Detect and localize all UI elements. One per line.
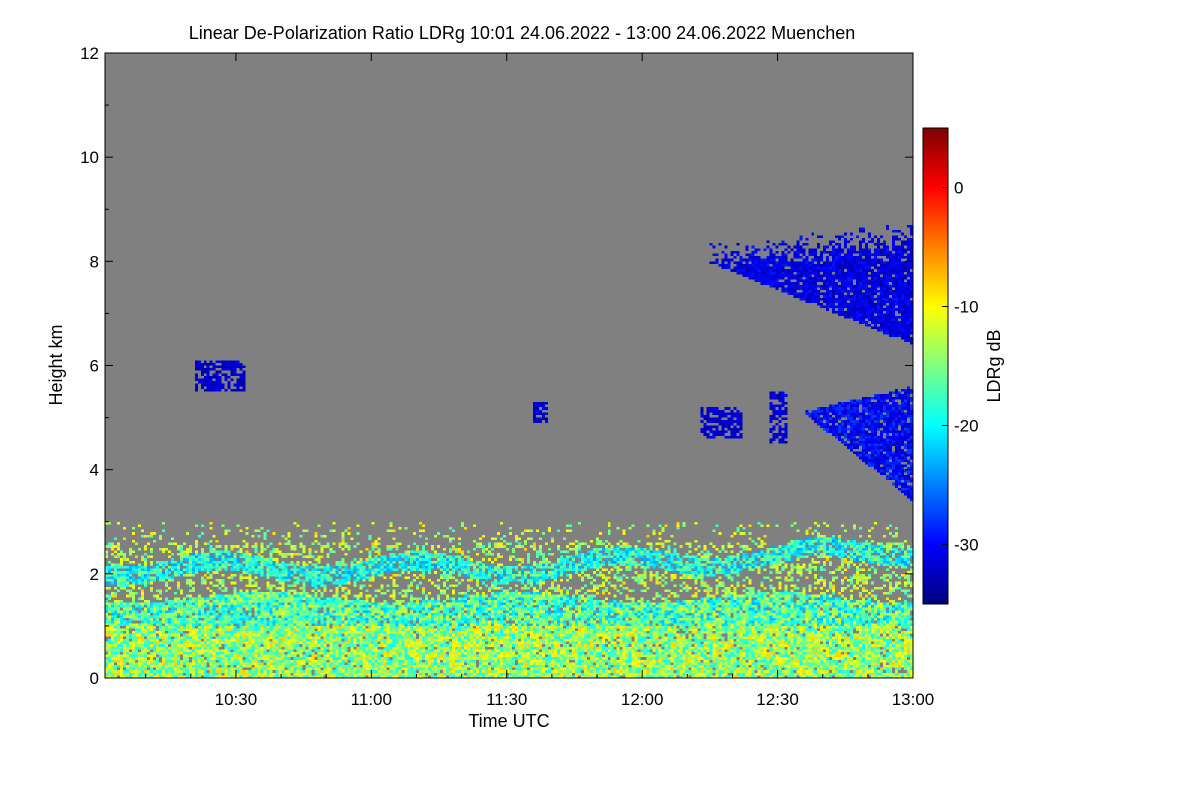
chart-title: Linear De-Polarization Ratio LDRg 10:01 … xyxy=(189,23,855,43)
y-axis: 0 2 4 6 8 10 12 xyxy=(80,44,913,688)
y-tick-label: 12 xyxy=(80,44,99,63)
y-tick-label: 0 xyxy=(90,669,99,688)
colorbar-label: LDRg dB xyxy=(984,329,1004,402)
y-tick-label: 6 xyxy=(90,357,99,376)
ldr-heatmap-raster xyxy=(105,53,913,678)
y-tick-label: 2 xyxy=(90,565,99,584)
colorbar xyxy=(922,127,949,605)
x-tick-label: 11:00 xyxy=(351,690,392,709)
x-tick-label: 12:30 xyxy=(756,690,799,709)
y-axis-label: Height km xyxy=(46,324,66,405)
colorbar-tick-label: -10 xyxy=(954,298,979,317)
colorbar-ticks: 0 -10 -20 -30 xyxy=(942,179,979,555)
x-tick-label: 11:30 xyxy=(486,690,527,709)
x-axis-label: Time UTC xyxy=(468,711,549,731)
colorbar-tick-label: 0 xyxy=(954,179,963,198)
colorbar-tick-label: -20 xyxy=(954,417,979,436)
colorbar-tick-label: -30 xyxy=(954,536,979,555)
x-tick-label: 12:00 xyxy=(621,690,664,709)
y-tick-label: 8 xyxy=(90,252,99,271)
x-axis: 10:30 11:00 11:30 12:00 12:30 13:00 xyxy=(145,53,935,709)
heatmap-layer xyxy=(105,53,913,678)
y-tick-label: 4 xyxy=(90,461,99,480)
x-tick-label: 10:30 xyxy=(215,690,258,709)
x-tick-label: 13:00 xyxy=(892,690,935,709)
y-tick-label: 10 xyxy=(80,148,99,167)
